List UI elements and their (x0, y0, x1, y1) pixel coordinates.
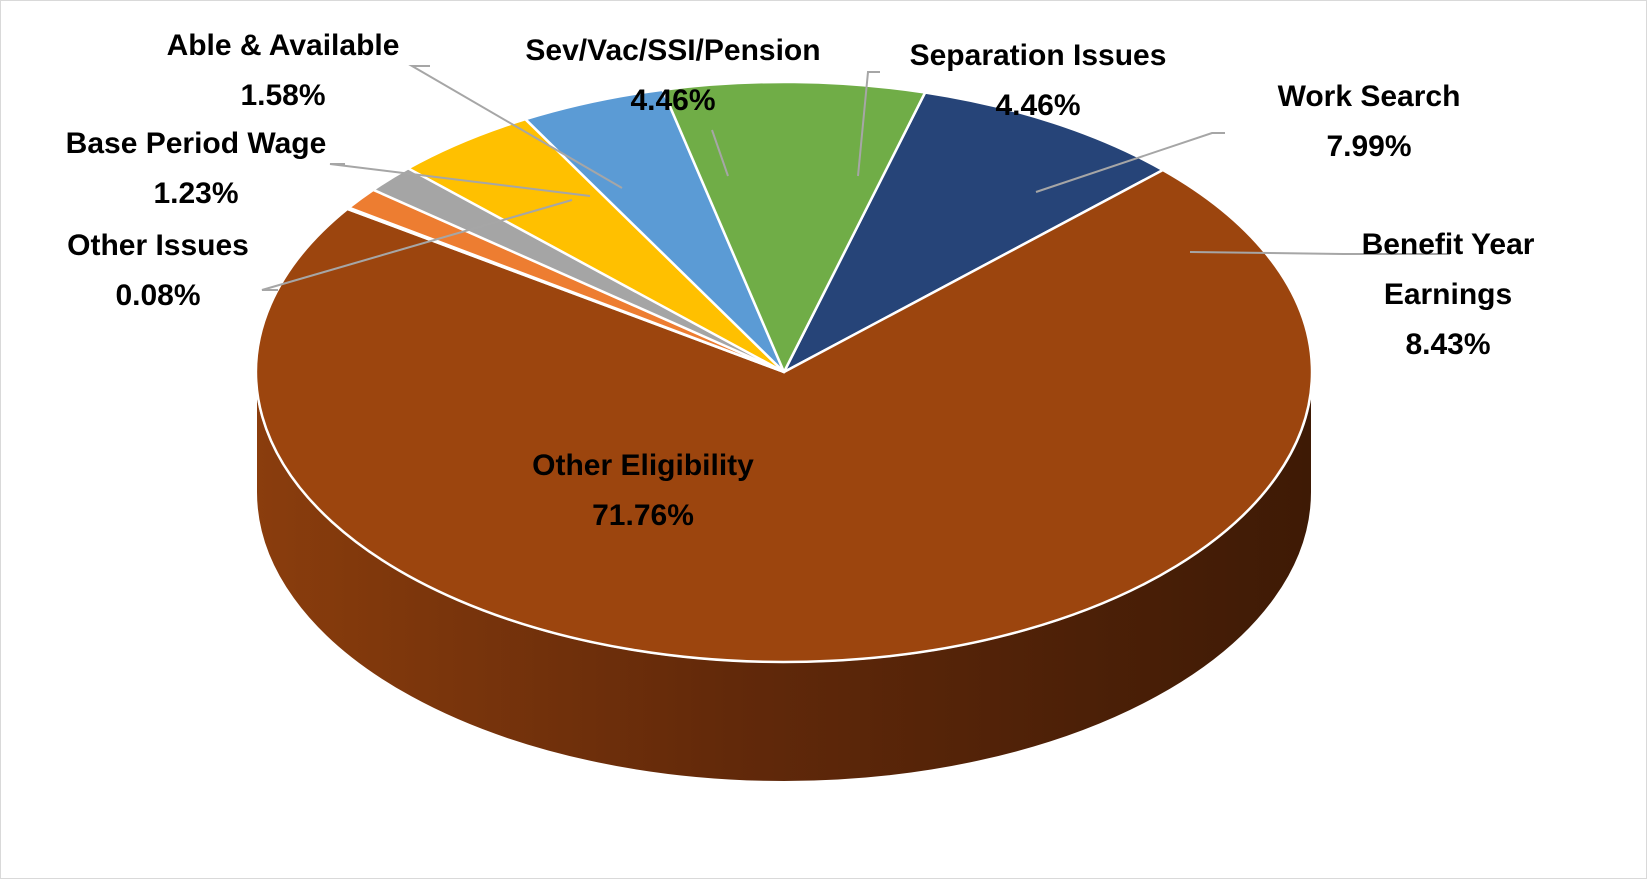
data-label-name-sev-vac-ssi-pension: Sev/Vac/SSI/Pension (525, 34, 820, 67)
data-label-name-separation-issues: Separation Issues (910, 39, 1167, 72)
pie-slice-benefit-year-earnings (782, 91, 1165, 374)
data-label-name-able-available: Able & Available (167, 29, 400, 62)
data-label-value-able-available: 1.58% (240, 79, 325, 112)
leader-line-work-search (1035, 132, 1225, 193)
data-label-name-benefit-year-earnings: Earnings (1384, 278, 1512, 311)
pie-slice-other-eligibility (254, 168, 1314, 664)
data-label-name-base-period-wage: Base Period Wage (66, 127, 327, 160)
leader-line-other-issues (261, 199, 573, 291)
data-label-name-benefit-year-earnings: Benefit Year (1362, 228, 1535, 261)
leader-line-separation-issues (857, 71, 880, 177)
data-label-name-other-issues: Other Issues (67, 229, 249, 262)
data-label-value-other-eligibility: 71.76% (592, 499, 694, 532)
leader-line-base-period-wage (329, 163, 591, 197)
data-label-value-base-period-wage: 1.23% (153, 177, 238, 210)
data-label-value-separation-issues: 4.46% (995, 89, 1080, 122)
leader-line-able-available (408, 65, 623, 189)
data-label-value-sev-vac-ssi-pension: 4.46% (630, 84, 715, 117)
leader-line-sev-vac-ssi-pension (711, 129, 729, 177)
data-label-name-other-eligibility: Other Eligibility (532, 449, 754, 482)
data-label-value-work-search: 7.99% (1326, 130, 1411, 163)
leader-line-benefit-year-earnings (1189, 251, 1450, 255)
data-label-value-other-issues: 0.08% (115, 279, 200, 312)
data-label-name-work-search: Work Search (1278, 80, 1461, 113)
data-label-value-benefit-year-earnings: 8.43% (1405, 328, 1490, 361)
